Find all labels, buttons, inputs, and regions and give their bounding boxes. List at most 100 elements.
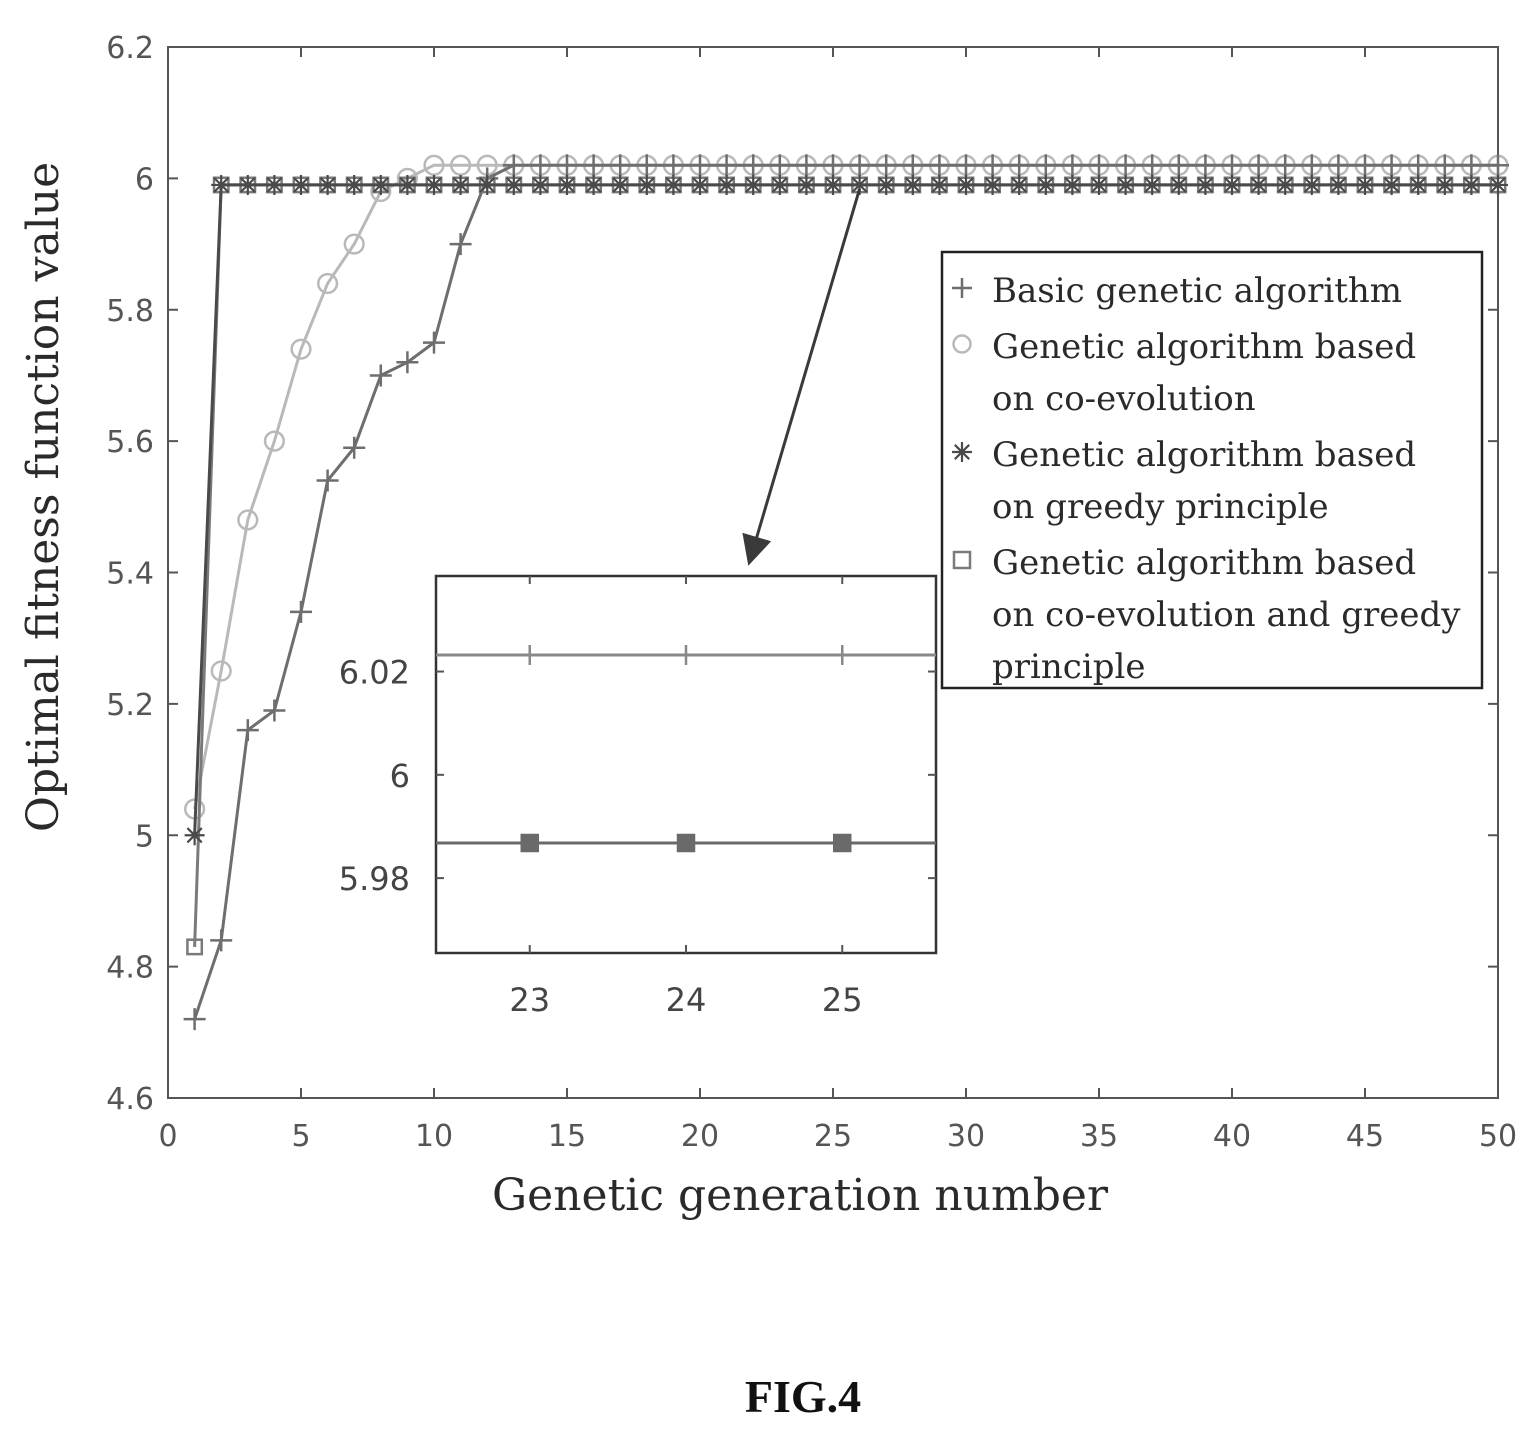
data-point <box>183 1008 206 1031</box>
y-tick-label: 4.6 <box>106 1082 154 1117</box>
data-point <box>1089 174 1109 195</box>
inset-series-plus <box>436 645 936 666</box>
x-tick-label: 30 <box>947 1119 985 1154</box>
data-point <box>449 233 472 256</box>
data-point <box>237 174 258 195</box>
data-point <box>955 154 977 177</box>
data-point <box>636 174 657 195</box>
data-point <box>1300 154 1323 177</box>
series-plus <box>183 154 1509 1031</box>
data-point <box>635 154 658 177</box>
data-point <box>768 154 791 177</box>
data-point <box>929 174 950 195</box>
data-point <box>1009 174 1030 195</box>
data-point <box>1061 154 1084 177</box>
data-point <box>1275 174 1296 195</box>
data-point <box>849 174 870 195</box>
data-point <box>981 154 1004 177</box>
x-tick-label: 5 <box>291 1119 310 1154</box>
data-point <box>557 174 577 195</box>
legend-label: on greedy principle <box>992 487 1329 527</box>
y-tick-label: 5.8 <box>106 294 154 329</box>
data-point <box>1355 174 1375 195</box>
y-tick-label: 5.4 <box>106 557 154 592</box>
data-point <box>875 154 898 177</box>
x-tick-label: 40 <box>1213 1119 1251 1154</box>
y-tick-label: 5 <box>135 819 154 854</box>
data-point <box>901 154 924 177</box>
x-tick-label: 25 <box>814 1119 852 1154</box>
data-point <box>317 272 339 295</box>
inset-x-tick-label: 24 <box>666 981 707 1019</box>
data-point <box>1142 174 1163 195</box>
data-point <box>370 174 391 195</box>
data-point <box>1115 174 1136 195</box>
inset-data-point <box>520 833 539 853</box>
data-point <box>742 154 765 177</box>
data-point <box>956 174 976 195</box>
data-point <box>503 174 524 195</box>
x-tick-label: 0 <box>158 1119 177 1154</box>
x-tick-label: 15 <box>548 1119 586 1154</box>
data-point <box>1408 174 1429 195</box>
figure-caption: FIG.4 <box>745 1371 861 1422</box>
legend-entry: Genetic algorithm based on co-evolution <box>952 327 1416 419</box>
data-point <box>1461 174 1482 195</box>
x-tick-label: 20 <box>681 1119 719 1154</box>
data-point <box>556 154 578 177</box>
y-axis: 4.6 4.8 5 5.2 5.4 5.6 5.8 6 6.2 <box>106 31 1498 1117</box>
data-point <box>1301 174 1322 195</box>
data-point <box>263 430 285 452</box>
data-point <box>582 154 605 177</box>
legend-marker <box>952 334 972 354</box>
data-point <box>1141 154 1164 177</box>
data-point <box>184 825 205 846</box>
data-point <box>186 938 204 956</box>
data-point <box>1248 174 1269 195</box>
data-point <box>530 174 551 195</box>
data-point <box>210 929 233 952</box>
data-point <box>795 154 818 177</box>
data-point <box>822 154 844 177</box>
inset-data-point <box>676 833 696 853</box>
data-point <box>796 174 817 195</box>
data-point <box>1168 174 1189 195</box>
x-tick-label: 45 <box>1346 1119 1384 1154</box>
data-point <box>423 154 445 176</box>
data-point <box>424 174 444 195</box>
zoom-arrow <box>742 188 862 566</box>
legend-marker <box>952 442 972 462</box>
data-point <box>928 154 951 177</box>
legend-entry: Genetic algorithm based on co-evolution a… <box>952 543 1461 687</box>
data-point <box>982 174 1003 195</box>
legend-label: on co-evolution <box>992 379 1256 419</box>
data-point <box>1222 174 1242 195</box>
data-point <box>1008 154 1031 177</box>
data-point <box>662 154 685 177</box>
inset-data-point <box>832 645 853 666</box>
inset-y-tick-label: 6.02 <box>339 654 410 692</box>
y-tick-label: 5.2 <box>106 688 154 723</box>
data-point <box>396 351 419 374</box>
x-axis: 0 5 10 15 20 25 30 35 40 45 50 <box>158 47 1517 1154</box>
data-point <box>1221 154 1243 177</box>
legend-label: Genetic algorithm based <box>992 543 1416 583</box>
inset-y-tick-label: 5.98 <box>339 860 410 898</box>
inset-data-point <box>833 833 852 853</box>
legend-label: Genetic algorithm based <box>992 435 1416 475</box>
data-point <box>450 154 472 176</box>
data-point <box>290 338 312 360</box>
data-point <box>236 719 259 742</box>
data-point <box>743 174 764 195</box>
legend-marker <box>952 550 972 570</box>
x-axis-label: Genetic generation number <box>492 1170 1109 1221</box>
data-point <box>1328 174 1349 195</box>
data-point <box>291 174 311 195</box>
legend <box>940 250 1484 690</box>
data-point <box>529 154 552 177</box>
data-point <box>1380 154 1403 177</box>
data-point <box>369 364 392 387</box>
data-point <box>1487 154 1509 177</box>
y-tick-label: 6.2 <box>106 31 154 66</box>
